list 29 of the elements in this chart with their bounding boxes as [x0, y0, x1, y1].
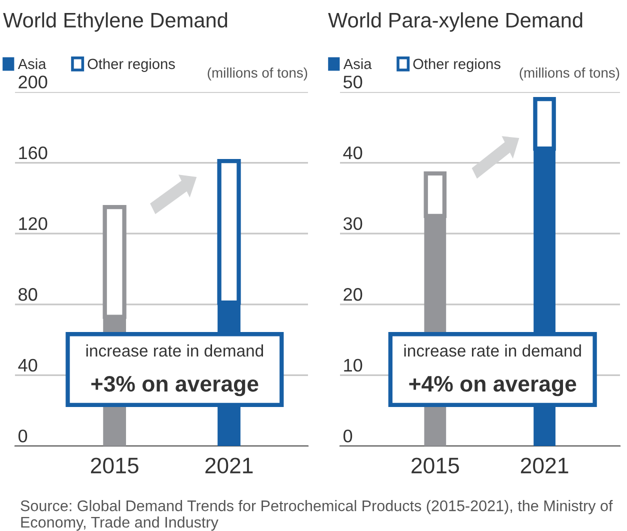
y-axis-title: (millions of tons) [208, 68, 308, 80]
y-tick-label: 120 [19, 217, 48, 230]
chart-title: World Para-xylene Demand [328, 12, 582, 32]
y-tick-label: 40 [343, 146, 362, 160]
legend-label: Other regions [88, 58, 175, 72]
y-tick-label: 30 [343, 217, 362, 230]
legend-label: Asia [343, 58, 372, 70]
y-tick-label: 10 [344, 358, 362, 372]
legend-label: Other regions [413, 58, 500, 72]
y-tick-label: 40 [18, 358, 38, 372]
chart-title: World Ethylene Demand [3, 12, 228, 32]
annotation: increase rate in demand [404, 344, 581, 357]
source-note: Source: Global Demand Trends for Petrochemical Products (2015-2021), the Ministry of Economy, Trade and Industry [20, 500, 613, 531]
y-tick-label: 0 [18, 430, 28, 442]
y-tick-label: 160 [19, 146, 48, 160]
y-tick-label: 80 [18, 288, 38, 301]
y-tick-label: 50 [344, 76, 362, 88]
y-tick-label: 20 [344, 288, 362, 301]
legend-label: Asia [18, 58, 46, 70]
x-tick-label: 2015 [412, 458, 459, 474]
annotation: increase rate in demand [86, 344, 264, 357]
x-tick-label: 2021 [520, 458, 568, 474]
y-axis-title: (millions of tons) [520, 68, 620, 80]
y-tick-label: 0 [343, 430, 352, 442]
y-tick-label: 200 [18, 76, 48, 88]
annotation: +4% on average [409, 376, 576, 396]
x-tick-label: 2015 [90, 458, 138, 474]
x-tick-label: 2021 [205, 458, 253, 474]
annotation: +3% on average [91, 376, 258, 396]
